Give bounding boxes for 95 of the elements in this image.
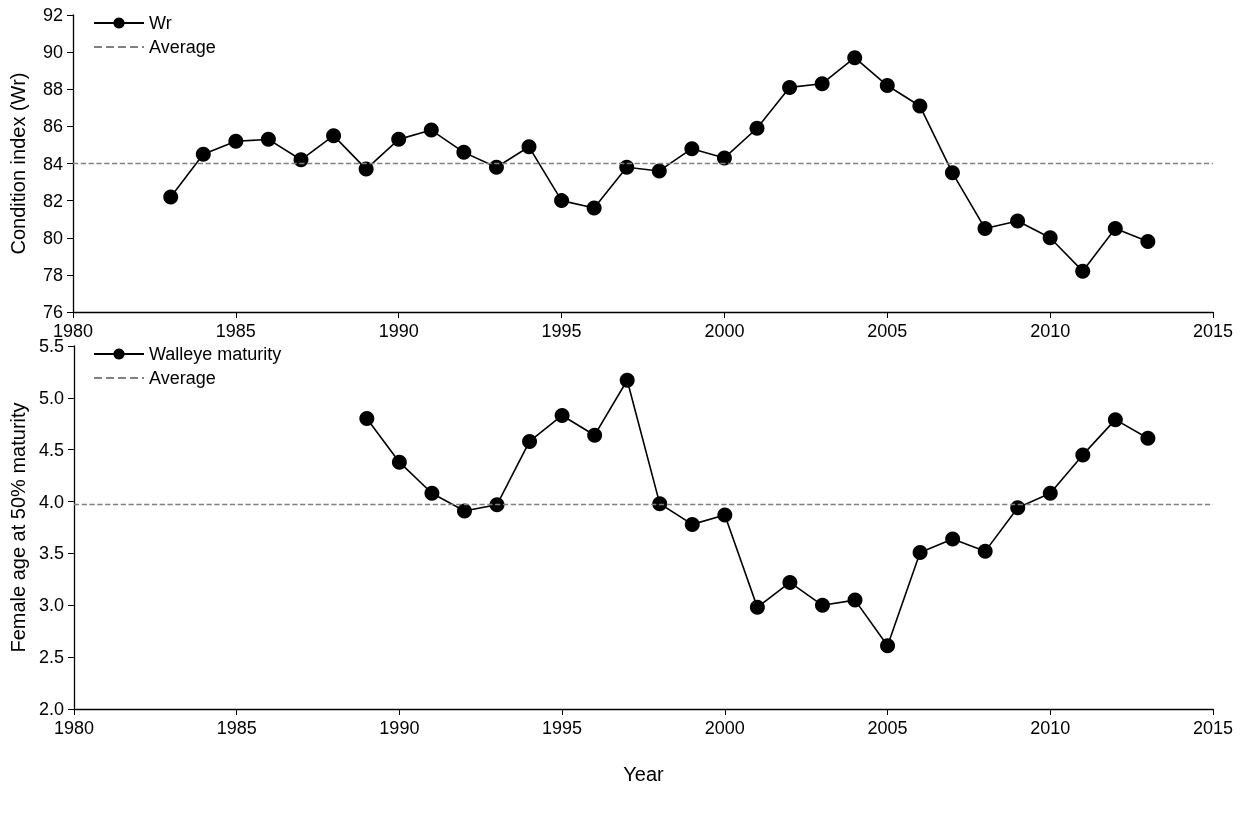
- point: [293, 152, 309, 168]
- point: [391, 131, 407, 147]
- y-tick-label: 88: [42, 79, 63, 100]
- x-tick-label: 2010: [1030, 321, 1071, 341]
- y-tick-label: 3.5: [38, 543, 64, 564]
- point: [489, 497, 505, 513]
- point: [912, 544, 928, 560]
- point: [391, 454, 407, 470]
- legend-label: Average: [149, 37, 216, 57]
- point: [847, 592, 863, 608]
- point: [619, 372, 635, 388]
- y-tick-label: 2.5: [38, 647, 64, 668]
- point: [814, 76, 830, 92]
- point: [1107, 220, 1123, 236]
- point: [326, 128, 342, 144]
- point: [880, 638, 896, 654]
- x-tick-label: 2010: [1030, 718, 1071, 738]
- x-tick-label: 2015: [1192, 321, 1234, 341]
- y-tick-label: 76: [42, 302, 63, 322]
- point: [749, 599, 765, 615]
- y-tick-label: 80: [42, 227, 63, 248]
- point: [814, 597, 830, 613]
- point: [749, 120, 765, 136]
- point: [423, 122, 439, 138]
- point: [1140, 430, 1156, 446]
- x-tick-label: 1980: [53, 718, 94, 738]
- point: [1075, 263, 1091, 279]
- x-tick-label: 2005: [867, 718, 908, 738]
- point: [1010, 500, 1026, 516]
- point: [1042, 485, 1058, 501]
- point: [358, 161, 374, 177]
- point: [163, 189, 179, 205]
- point: [456, 503, 472, 519]
- point: [716, 150, 732, 166]
- point: [456, 144, 472, 160]
- x-tick-label: 1990: [378, 321, 419, 341]
- point: [912, 98, 928, 114]
- legend-label: Walleye maturity: [149, 344, 282, 364]
- point: [260, 131, 276, 147]
- y-tick-label: 5.5: [38, 336, 64, 356]
- point: [1107, 412, 1123, 428]
- x-tick-label: 1985: [216, 718, 257, 738]
- y-tick-label: 3.0: [38, 595, 64, 616]
- point: [587, 427, 603, 443]
- x-tick-label: 2000: [704, 321, 745, 341]
- point: [554, 193, 570, 209]
- point: [977, 543, 993, 559]
- point: [1075, 447, 1091, 463]
- point: [684, 516, 700, 532]
- x-axis-title: Year: [623, 763, 664, 785]
- point: [1140, 233, 1156, 249]
- point: [1010, 213, 1026, 229]
- point: [522, 433, 538, 449]
- x-tick-label: 1990: [379, 718, 420, 738]
- y-tick-label: 82: [42, 190, 63, 211]
- point: [652, 496, 668, 512]
- point: [651, 163, 667, 179]
- point: [521, 139, 537, 155]
- point: [195, 146, 211, 162]
- point: [554, 407, 570, 423]
- point: [586, 200, 602, 216]
- x-tick-label: 2005: [867, 321, 908, 341]
- point: [359, 411, 375, 427]
- y-tick-label: 78: [42, 264, 63, 285]
- point: [782, 574, 798, 590]
- y-tick-label: 4.5: [38, 439, 64, 460]
- point: [717, 507, 733, 523]
- point: [619, 159, 635, 175]
- y-tick-label: 5.0: [38, 387, 64, 408]
- legend-label: Average: [149, 368, 216, 388]
- x-tick-label: 1985: [215, 321, 256, 341]
- legend-label: Wr: [149, 13, 172, 33]
- x-tick-label: 1995: [541, 321, 582, 341]
- y-tick-label: 86: [42, 116, 63, 137]
- y-tick-label: 90: [42, 42, 63, 63]
- point: [944, 165, 960, 181]
- point: [1042, 230, 1058, 246]
- y-tick-label: 92: [42, 5, 63, 25]
- point: [488, 159, 504, 175]
- point: [879, 78, 895, 94]
- x-tick-label: 1995: [542, 718, 583, 738]
- point: [228, 133, 244, 149]
- point: [424, 485, 440, 501]
- point: [684, 141, 700, 157]
- point: [977, 220, 993, 236]
- y-tick-label: 2.0: [38, 699, 64, 719]
- point: [782, 79, 798, 95]
- point: [847, 50, 863, 66]
- x-tick-label: 2015: [1192, 718, 1234, 738]
- y-tick-label: 84: [42, 153, 63, 174]
- y-axis-title: Female age at 50% maturity: [7, 402, 29, 653]
- y-axis-title: Condition index (Wr): [7, 72, 29, 255]
- point: [945, 531, 961, 547]
- y-tick-label: 4.0: [38, 491, 64, 512]
- x-tick-label: 2000: [704, 718, 745, 738]
